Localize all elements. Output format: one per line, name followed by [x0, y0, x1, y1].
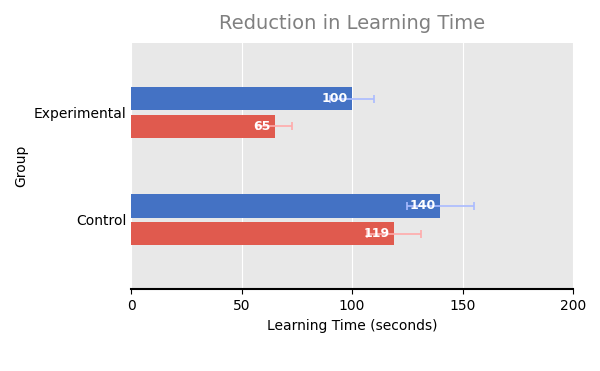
Bar: [131, 115, 275, 138]
Legend: Pre-Intervention, Post-Intervention: Pre-Intervention, Post-Intervention: [185, 368, 518, 371]
Bar: [131, 87, 352, 110]
Bar: [131, 194, 440, 217]
Text: 119: 119: [364, 227, 389, 240]
Text: 65: 65: [253, 120, 270, 133]
Title: Reduction in Learning Time: Reduction in Learning Time: [219, 14, 485, 33]
Bar: [131, 222, 394, 246]
Text: 100: 100: [322, 92, 347, 105]
Y-axis label: Group: Group: [14, 145, 28, 187]
Text: 140: 140: [410, 199, 436, 212]
X-axis label: Learning Time (seconds): Learning Time (seconds): [267, 319, 437, 333]
